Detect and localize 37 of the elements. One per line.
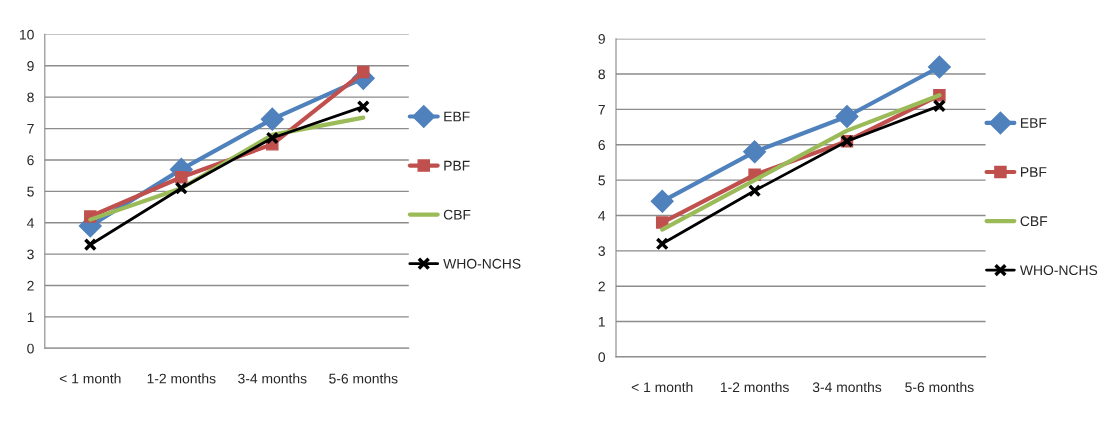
- y-tick-label: 9: [27, 61, 34, 71]
- legend-label: WHO-NCHS: [443, 258, 521, 269]
- y-tick-label: 1: [27, 312, 34, 322]
- legend-label: CBF: [443, 209, 471, 220]
- x-tick-label: 3-4 months: [812, 381, 882, 393]
- x-tick-label: 3-4 months: [238, 373, 307, 384]
- y-tick-label: 7: [598, 104, 605, 115]
- y-tick-label: 0: [27, 343, 34, 354]
- y-tick-label: 5: [27, 186, 34, 197]
- x-tick-label: 1-2 months: [147, 373, 216, 384]
- y-tick-label: 1: [598, 317, 605, 327]
- y-tick-label: 6: [598, 140, 605, 150]
- x-tick-label: < 1 month: [631, 381, 693, 393]
- legend-label: EBF: [1021, 118, 1047, 128]
- y-tick-label: 8: [27, 92, 34, 103]
- y-tick-label: 4: [598, 210, 606, 221]
- x-tick-label: 5-6 months: [905, 381, 974, 393]
- y-tick-label: 2: [598, 281, 605, 292]
- y-tick-label: 3: [27, 249, 34, 260]
- x-tick-label: < 1 month: [59, 373, 121, 384]
- y-tick-label: 10: [20, 29, 34, 40]
- y-tick-label: 5: [598, 175, 605, 186]
- y-tick-label: 4: [26, 218, 34, 228]
- y-tick-label: 9: [598, 34, 605, 44]
- x-tick-label: 5-6 months: [329, 373, 398, 384]
- y-tick-label: 2: [27, 280, 34, 291]
- legend-label: PBF: [1021, 167, 1047, 177]
- legend-label: CBF: [1020, 216, 1048, 227]
- legend-label: EBF: [444, 111, 470, 122]
- y-tick-label: 8: [598, 69, 605, 80]
- y-tick-label: 0: [598, 352, 606, 363]
- legend-label: PBF: [444, 160, 470, 171]
- y-tick-label: 7: [27, 124, 34, 134]
- y-tick-label: 3: [598, 246, 605, 256]
- x-tick-label: 1-2 months: [720, 381, 789, 393]
- y-tick-label: 6: [27, 155, 34, 166]
- legend-label: WHO-NCHS: [1019, 265, 1098, 276]
